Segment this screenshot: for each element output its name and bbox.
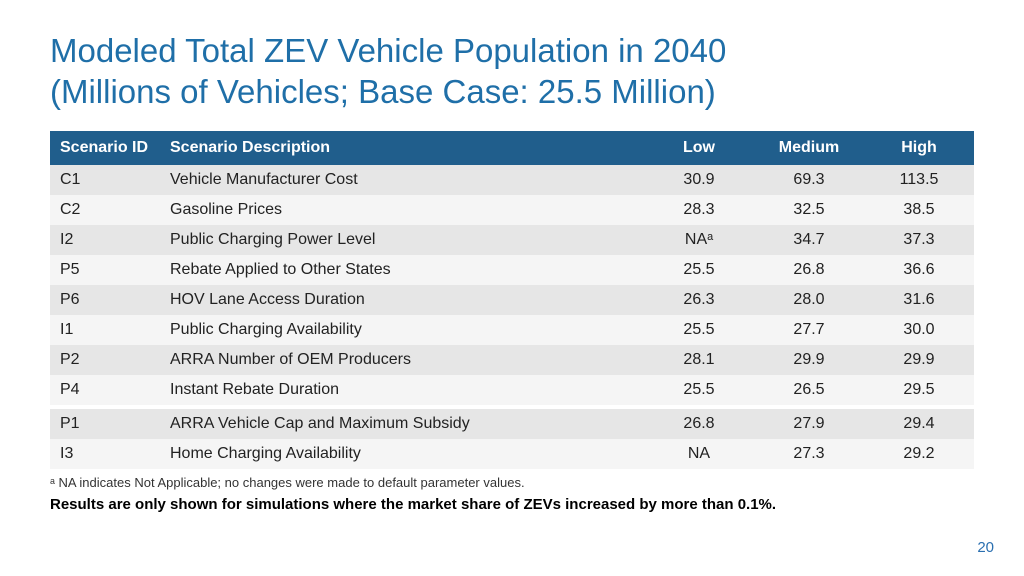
table-row: P5Rebate Applied to Other States25.526.8… [50,255,974,285]
cell-desc: Public Charging Power Level [160,225,644,255]
cell-desc: ARRA Vehicle Cap and Maximum Subsidy [160,409,644,439]
title-line-1: Modeled Total ZEV Vehicle Population in … [50,32,726,69]
cell-med: 27.9 [754,409,864,439]
cell-id: P6 [50,285,160,315]
footnote: ᵃ NA indicates Not Applicable; no change… [50,475,974,490]
cell-low: 25.5 [644,315,754,345]
cell-id: C2 [50,195,160,225]
cell-low: NA [644,439,754,469]
cell-low: 25.5 [644,255,754,285]
cell-desc: Public Charging Availability [160,315,644,345]
cell-low: NAᵃ [644,225,754,255]
cell-high: 38.5 [864,195,974,225]
cell-med: 26.8 [754,255,864,285]
cell-high: 29.2 [864,439,974,469]
scenario-table: Scenario ID Scenario Description Low Med… [50,131,974,469]
table-row: C2Gasoline Prices28.332.538.5 [50,195,974,225]
cell-low: 26.8 [644,409,754,439]
cell-desc: ARRA Number of OEM Producers [160,345,644,375]
col-header-id: Scenario ID [50,131,160,165]
cell-med: 29.9 [754,345,864,375]
cell-desc: Home Charging Availability [160,439,644,469]
cell-med: 32.5 [754,195,864,225]
table-row: P2ARRA Number of OEM Producers28.129.929… [50,345,974,375]
cell-high: 29.9 [864,345,974,375]
cell-desc: Vehicle Manufacturer Cost [160,165,644,195]
table-row: P6HOV Lane Access Duration26.328.031.6 [50,285,974,315]
cell-id: I2 [50,225,160,255]
col-header-high: High [864,131,974,165]
cell-med: 34.7 [754,225,864,255]
cell-id: I1 [50,315,160,345]
slide-title: Modeled Total ZEV Vehicle Population in … [50,30,974,113]
cell-desc: Rebate Applied to Other States [160,255,644,285]
table-row: I3Home Charging AvailabilityNA27.329.2 [50,439,974,469]
cell-desc: Instant Rebate Duration [160,375,644,405]
cell-id: I3 [50,439,160,469]
cell-high: 36.6 [864,255,974,285]
cell-med: 28.0 [754,285,864,315]
table-row: I1Public Charging Availability25.527.730… [50,315,974,345]
cell-med: 69.3 [754,165,864,195]
cell-high: 29.4 [864,409,974,439]
col-header-low: Low [644,131,754,165]
cell-med: 27.3 [754,439,864,469]
cell-high: 113.5 [864,165,974,195]
cell-id: P2 [50,345,160,375]
table-row: I2Public Charging Power LevelNAᵃ34.737.3 [50,225,974,255]
cell-id: P4 [50,375,160,405]
table-row: P1ARRA Vehicle Cap and Maximum Subsidy26… [50,409,974,439]
title-line-2: (Millions of Vehicles; Base Case: 25.5 M… [50,73,716,110]
cell-high: 30.0 [864,315,974,345]
cell-id: C1 [50,165,160,195]
results-note: Results are only shown for simulations w… [50,496,974,513]
cell-id: P1 [50,409,160,439]
cell-desc: HOV Lane Access Duration [160,285,644,315]
table-header-row: Scenario ID Scenario Description Low Med… [50,131,974,165]
cell-low: 25.5 [644,375,754,405]
page-number: 20 [977,539,994,556]
table-row: C1Vehicle Manufacturer Cost30.969.3113.5 [50,165,974,195]
cell-med: 27.7 [754,315,864,345]
cell-low: 28.1 [644,345,754,375]
cell-low: 28.3 [644,195,754,225]
cell-low: 30.9 [644,165,754,195]
cell-high: 37.3 [864,225,974,255]
cell-high: 29.5 [864,375,974,405]
col-header-desc: Scenario Description [160,131,644,165]
cell-low: 26.3 [644,285,754,315]
col-header-med: Medium [754,131,864,165]
cell-high: 31.6 [864,285,974,315]
table-row: P4Instant Rebate Duration25.526.529.5 [50,375,974,405]
cell-med: 26.5 [754,375,864,405]
cell-id: P5 [50,255,160,285]
cell-desc: Gasoline Prices [160,195,644,225]
